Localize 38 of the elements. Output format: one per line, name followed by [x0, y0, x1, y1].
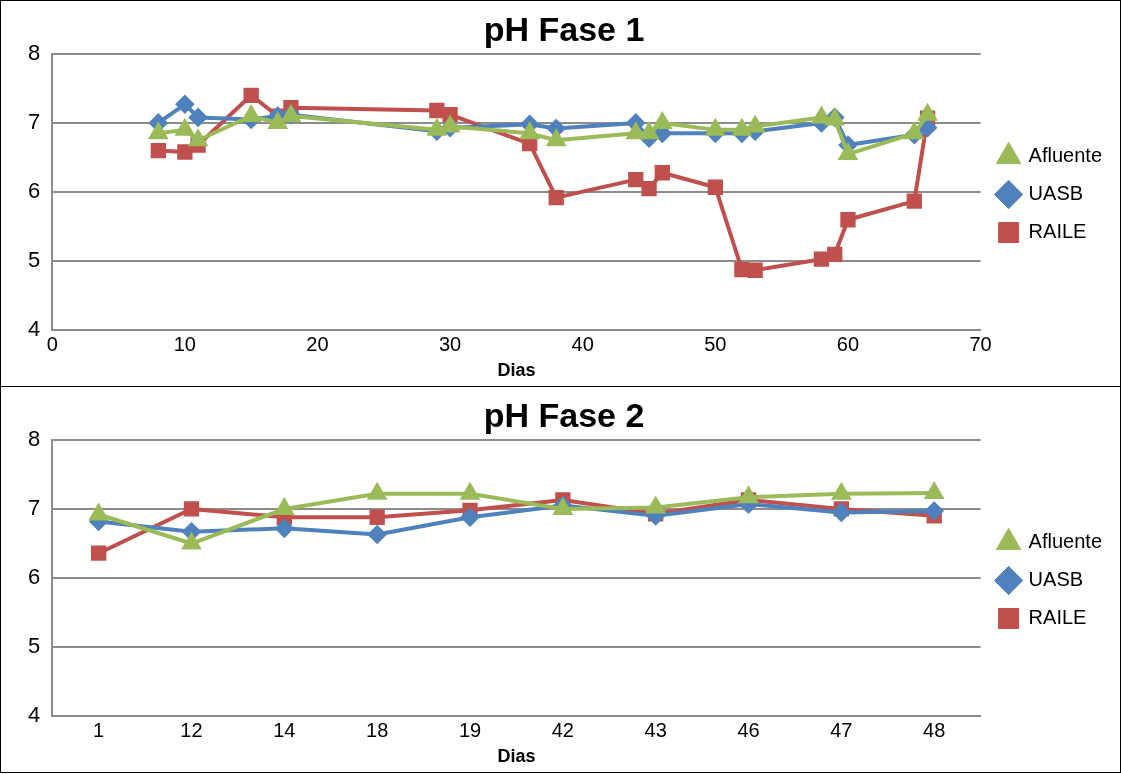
x-tick-label: 46 [737, 718, 760, 741]
legend-label: Afluente [1028, 144, 1102, 167]
x-tick-label: 18 [366, 718, 389, 741]
x-tick-label: 19 [458, 718, 482, 741]
x-tick-label: 40 [571, 332, 594, 355]
y-tick-label: 7 [27, 109, 41, 135]
x-tick-label: 70 [969, 332, 992, 355]
x-tick-label: 12 [180, 718, 203, 741]
y-tick-label: 8 [27, 39, 41, 65]
legend-label: UASB [1028, 182, 1084, 205]
x-tick-label: 10 [173, 332, 196, 355]
legend-label: RAILE [1028, 220, 1087, 243]
x-tick-label: 42 [551, 718, 574, 741]
x-axis-title: Dias [497, 360, 536, 381]
x-tick-label: 30 [438, 332, 462, 355]
x-tick-label: 48 [923, 718, 946, 741]
x-tick-label: 47 [830, 718, 853, 741]
y-tick-label: 8 [27, 425, 41, 451]
legend-label: UASB [1028, 568, 1084, 591]
y-tick-label: 7 [27, 495, 41, 521]
x-tick-label: 20 [306, 332, 329, 355]
y-tick-label: 5 [27, 247, 41, 273]
x-axis-title: Dias [497, 746, 536, 767]
y-tick-label: 4 [27, 702, 41, 728]
legend-label: Afluente [1028, 530, 1102, 553]
x-tick-label: 0 [46, 332, 58, 355]
y-tick-label: 4 [27, 316, 41, 342]
y-tick-label: 6 [27, 564, 41, 590]
x-tick-label: 1 [93, 718, 105, 741]
x-tick-label: 60 [836, 332, 860, 355]
x-tick-label: 14 [273, 718, 296, 741]
chart-title: pH Fase 1 [483, 9, 645, 48]
y-tick-label: 5 [27, 633, 41, 659]
chart-title: pH Fase 2 [483, 395, 645, 434]
x-tick-label: 50 [704, 332, 727, 355]
y-tick-label: 6 [27, 178, 41, 204]
legend-label: RAILE [1028, 606, 1087, 629]
x-tick-label: 43 [644, 718, 667, 741]
